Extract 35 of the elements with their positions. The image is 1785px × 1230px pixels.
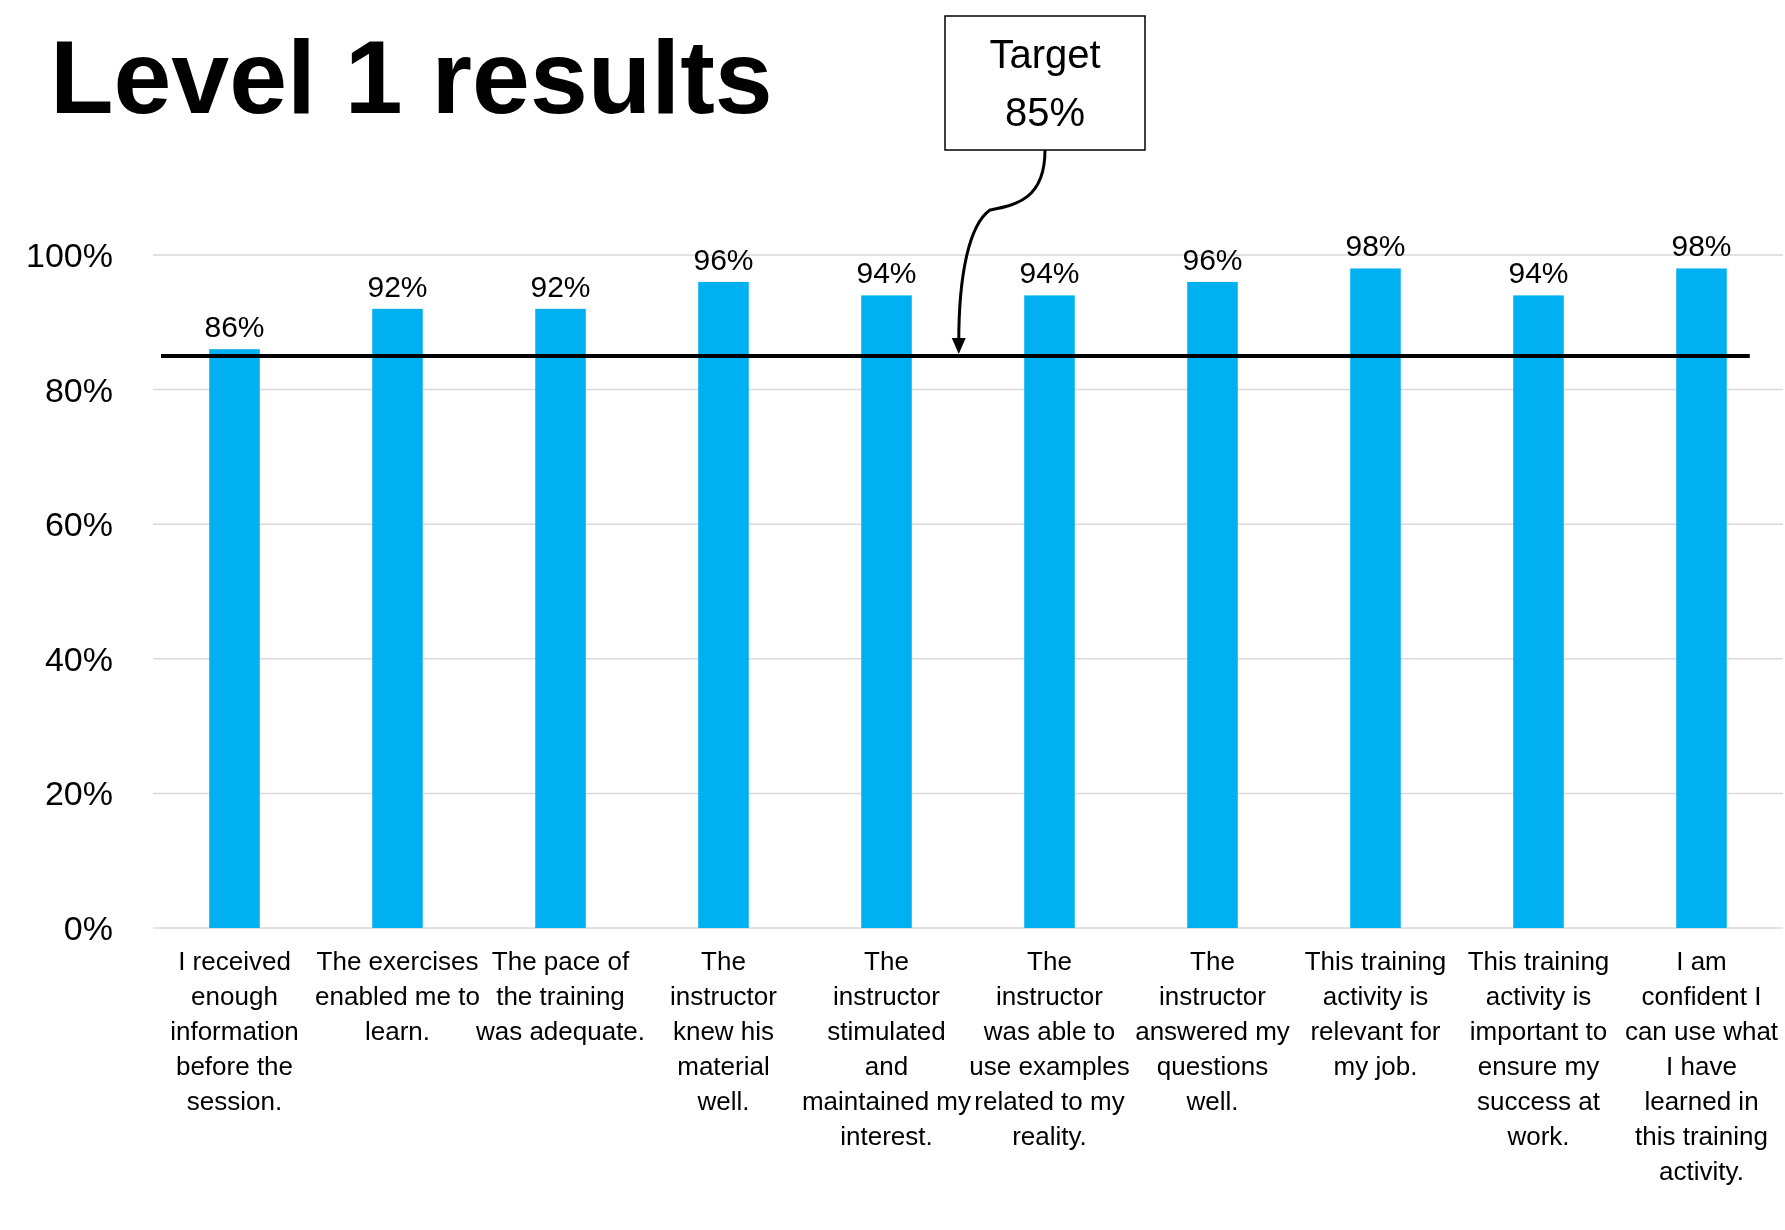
bar (1187, 281, 1238, 928)
x-tick-label: The instructor knew his material well. (670, 946, 778, 1116)
chart-title: Level 1 results (50, 19, 773, 135)
bar (209, 349, 260, 928)
y-tick-label: 100% (26, 235, 113, 274)
bar (1513, 295, 1564, 928)
bar (535, 308, 586, 928)
data-label: 92% (367, 269, 428, 303)
x-tick-label: The instructor stimulated and maintained my interest. (801, 946, 972, 1151)
bar (1024, 295, 1075, 928)
data-label: 94% (856, 256, 917, 290)
bar (698, 281, 749, 928)
x-tick-label: This training activity is important to ensure my success at work. (1467, 946, 1610, 1151)
bar (861, 295, 912, 928)
y-tick-label: 0% (63, 908, 113, 947)
data-label: 96% (1182, 242, 1243, 276)
bar (1350, 268, 1401, 928)
bar (372, 308, 423, 928)
data-label: 86% (204, 310, 265, 344)
data-label: 98% (1345, 229, 1406, 263)
data-label: 92% (530, 269, 591, 303)
y-tick-label: 40% (44, 639, 113, 678)
y-tick-label: 80% (44, 370, 113, 409)
data-label: 94% (1019, 256, 1080, 290)
data-label: 98% (1671, 229, 1732, 263)
x-tick-label: I received enough information before the session. (170, 946, 299, 1116)
data-label: 96% (693, 242, 754, 276)
x-tick-label: This training activity is relevant for my job. (1304, 946, 1447, 1081)
y-tick-label: 60% (44, 505, 113, 544)
ref-line-label: Target 85% (989, 32, 1101, 134)
x-tick-label: The instructor answered my questions well. (1135, 946, 1290, 1116)
bar (1676, 268, 1727, 928)
y-tick-label: 20% (44, 774, 113, 813)
data-label: 94% (1508, 256, 1569, 290)
x-tick-label: I am confident I can use what I have learned in this training activity. (1624, 946, 1779, 1186)
